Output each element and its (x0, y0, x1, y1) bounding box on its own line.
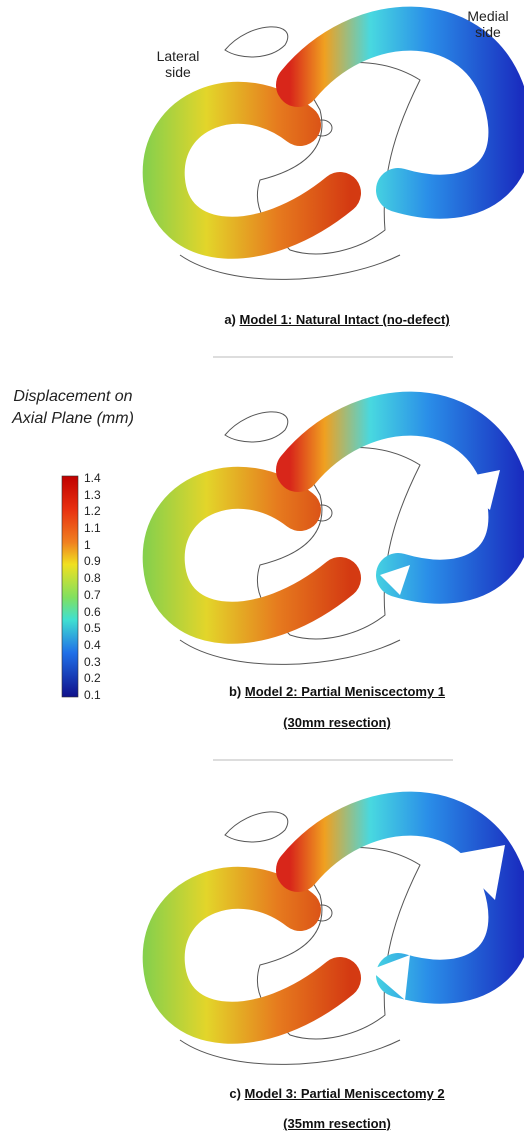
model-1 (164, 27, 511, 280)
caption-title: Model 1: Natural Intact (no-defect) (239, 312, 450, 327)
caption-label: b) (228, 684, 242, 699)
annotation: Medial side (467, 8, 509, 40)
color-bar-tick-label: 0.3 (84, 654, 101, 669)
color-bar-tick-label: 1.4 (84, 471, 101, 485)
color-bar-tick-label: 0.5 (84, 621, 101, 636)
color-bar-tick-label: 0.9 (84, 554, 101, 569)
color-bar (61, 475, 79, 698)
color-bar-tick-label: 1.1 (84, 521, 101, 536)
color-bar-title: Displacement on Axial Plane (mm) (12, 388, 134, 427)
color-bar-tick-label: 0.1 (84, 688, 101, 702)
color-bar-tick-label: 0.8 (84, 571, 101, 586)
color-bar-tick-label: 1 (84, 537, 91, 552)
caption-label: a) (224, 312, 236, 327)
caption-subtitle: (35mm resection) (283, 1116, 391, 1131)
caption-subtitle: (30mm resection) (283, 715, 391, 730)
color-bar-tick-label: 0.7 (84, 587, 101, 602)
caption: b) Model 2: Partial Meniscectomy 1 (150, 684, 524, 699)
color-bar-tick-label: 1.2 (84, 504, 101, 519)
caption-title: Model 3: Partial Meniscectomy 2 (244, 1086, 445, 1101)
caption: a) Model 1: Natural Intact (no-defect) (150, 312, 524, 327)
caption: c) Model 3: Partial Meniscectomy 2 (150, 1086, 524, 1101)
color-bar-tick-label: 0.2 (84, 671, 101, 686)
color-bar-tick-label: 0.6 (84, 604, 101, 619)
model-3 (164, 812, 511, 1065)
annotation: Lateral side (156, 48, 200, 80)
caption-title: Model 2: Partial Meniscectomy 1 (244, 684, 446, 699)
model-2 (164, 412, 511, 665)
caption-label: c) (229, 1086, 241, 1101)
color-bar-tick-label: 0.4 (84, 637, 101, 652)
color-bar-tick-label: 1.3 (84, 487, 101, 502)
